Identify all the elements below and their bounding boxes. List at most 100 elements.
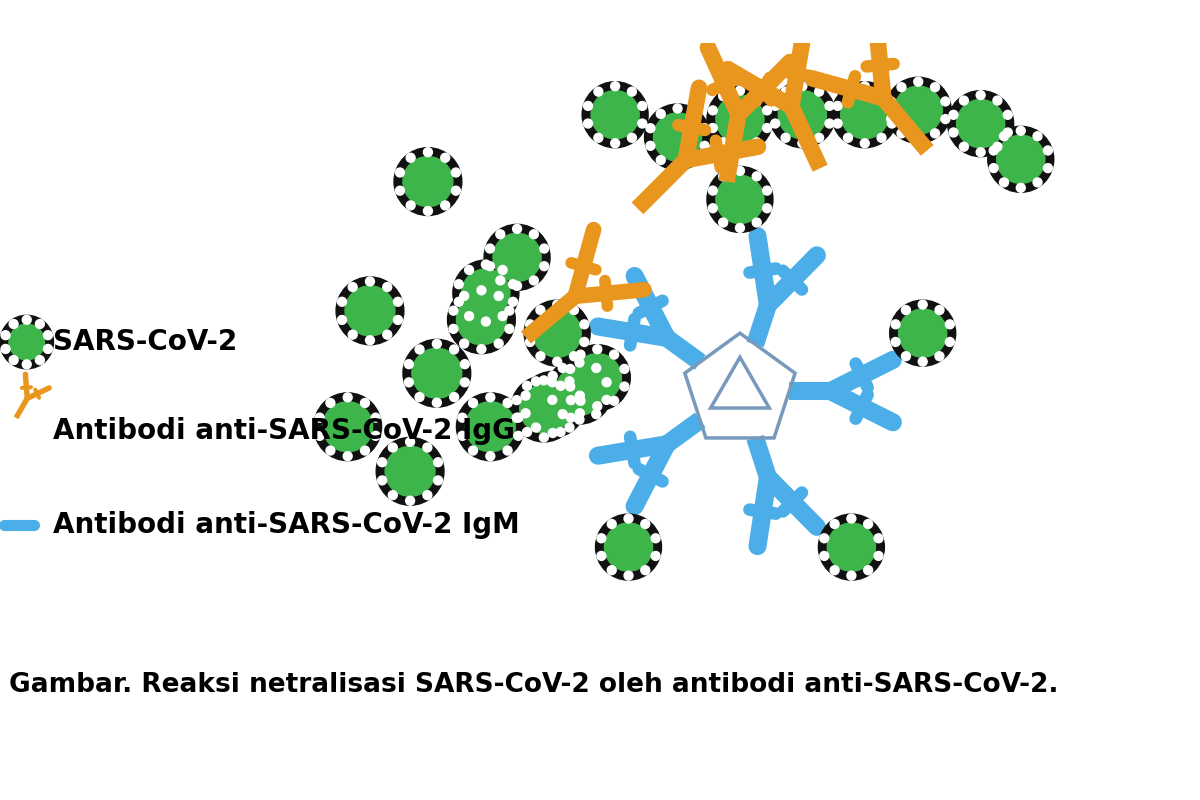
Circle shape [628,134,636,142]
Circle shape [736,86,744,95]
Circle shape [752,92,761,101]
Circle shape [565,382,575,391]
Circle shape [461,378,469,387]
Circle shape [449,306,458,315]
Circle shape [913,78,923,86]
Circle shape [360,446,370,455]
Circle shape [565,377,574,386]
Circle shape [456,393,524,461]
Circle shape [610,350,618,359]
Circle shape [818,514,884,580]
Circle shape [432,339,442,348]
Circle shape [960,142,968,151]
Circle shape [826,102,834,110]
Circle shape [450,393,458,402]
Circle shape [548,429,557,438]
Circle shape [592,363,601,373]
Circle shape [336,277,404,345]
Circle shape [468,398,478,407]
Circle shape [752,218,761,227]
Circle shape [769,82,835,148]
Circle shape [913,134,923,143]
Circle shape [827,523,876,571]
Circle shape [476,345,486,354]
Circle shape [360,398,370,407]
Circle shape [580,338,589,346]
Circle shape [596,551,606,560]
Circle shape [512,282,522,290]
Circle shape [576,391,584,400]
Circle shape [575,358,584,367]
Circle shape [887,97,895,106]
Circle shape [580,320,589,329]
Circle shape [509,280,517,289]
Circle shape [524,300,590,366]
Circle shape [337,315,347,324]
Circle shape [496,230,505,238]
Text: Gambar. Reaksi netralisasi SARS-CoV-2 oleh antibodi anti-SARS-CoV-2.: Gambar. Reaksi netralisasi SARS-CoV-2 ol… [8,672,1058,698]
Circle shape [548,395,557,404]
Circle shape [752,172,761,181]
Circle shape [864,519,872,529]
Circle shape [566,414,576,422]
Circle shape [558,410,568,418]
Circle shape [1,330,10,340]
Circle shape [716,95,764,143]
Circle shape [389,443,397,452]
Circle shape [605,523,653,571]
Circle shape [512,414,521,422]
Circle shape [941,97,950,106]
Circle shape [486,262,494,270]
Circle shape [394,148,462,215]
Circle shape [0,315,54,369]
Circle shape [763,186,772,195]
Circle shape [888,119,896,128]
Circle shape [946,320,954,329]
Circle shape [389,490,397,499]
Circle shape [529,380,577,429]
Circle shape [832,82,898,148]
Circle shape [323,402,373,452]
Circle shape [565,365,575,374]
Circle shape [476,286,486,295]
Circle shape [989,164,998,173]
Circle shape [556,367,604,415]
Circle shape [610,396,618,406]
Circle shape [536,352,545,361]
Circle shape [383,282,391,291]
Circle shape [860,82,869,90]
Circle shape [404,360,413,369]
Circle shape [396,186,404,195]
Circle shape [520,385,568,433]
Circle shape [458,413,467,422]
Circle shape [529,276,539,285]
Circle shape [505,306,514,315]
Circle shape [377,438,444,505]
Circle shape [553,358,562,366]
Circle shape [385,446,436,496]
Circle shape [540,262,548,270]
Circle shape [690,156,698,165]
Circle shape [548,371,557,380]
Circle shape [736,166,744,175]
Circle shape [894,86,942,134]
Circle shape [833,119,842,128]
Circle shape [888,102,896,110]
Circle shape [763,106,772,115]
Circle shape [511,376,577,442]
Circle shape [462,269,510,317]
Circle shape [514,413,523,422]
Circle shape [1000,132,1008,141]
Circle shape [539,433,548,442]
Circle shape [422,490,432,499]
Circle shape [424,148,432,157]
Circle shape [424,206,432,215]
Circle shape [860,138,869,148]
Circle shape [406,154,415,162]
Circle shape [512,224,522,234]
Circle shape [1033,132,1042,141]
Circle shape [930,129,940,138]
Circle shape [509,298,517,306]
Circle shape [976,148,985,157]
Circle shape [558,363,568,373]
